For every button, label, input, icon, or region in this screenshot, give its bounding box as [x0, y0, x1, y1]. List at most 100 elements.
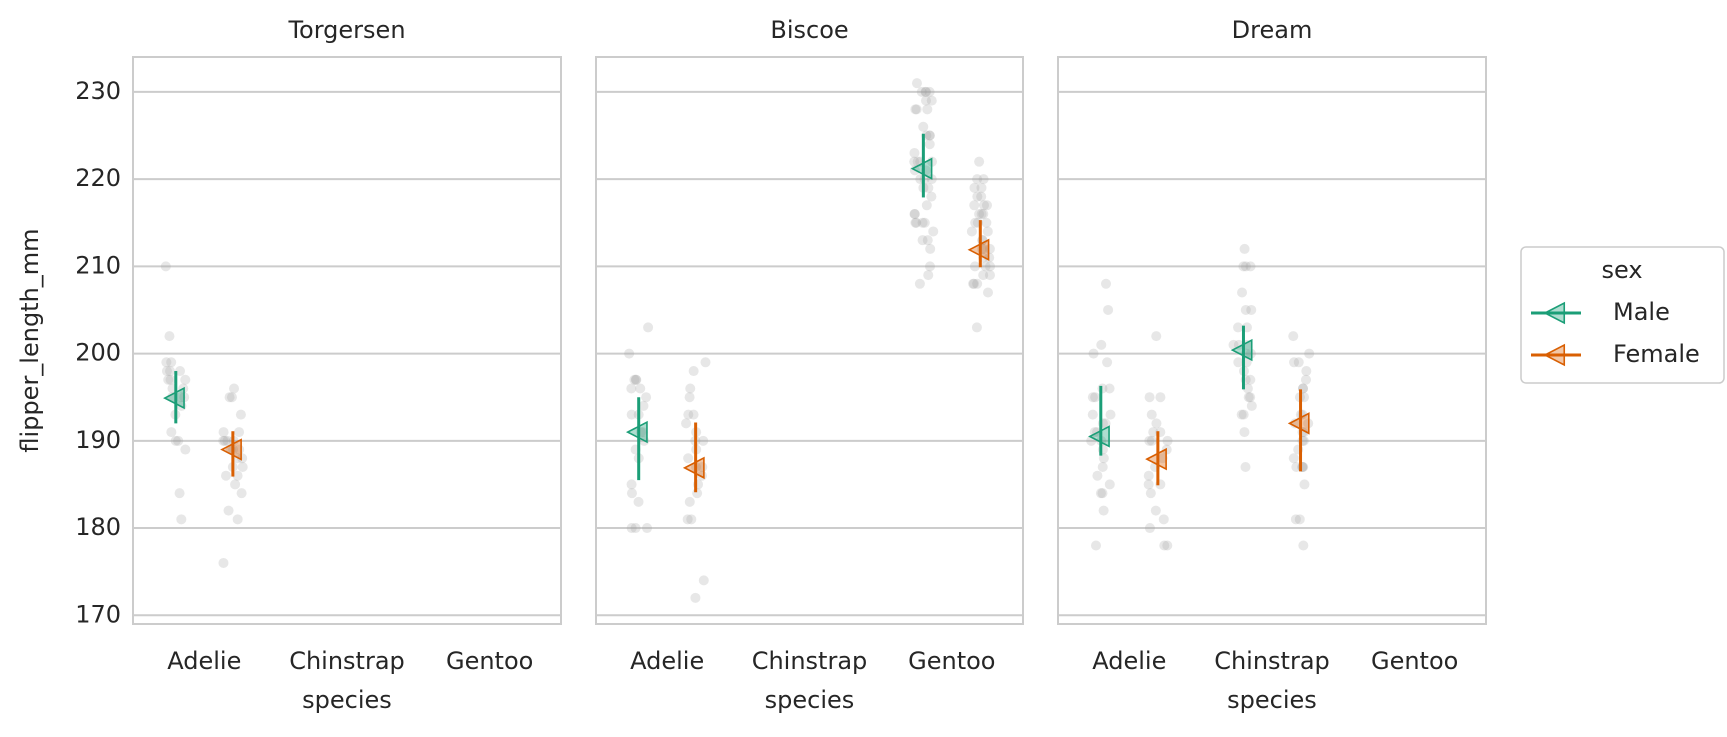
strip-point: [1288, 331, 1299, 342]
strip-point: [909, 147, 920, 158]
strip-point: [1293, 357, 1304, 368]
strip-point: [1301, 366, 1312, 377]
strip-point: [976, 182, 987, 193]
strip-point: [630, 523, 641, 534]
strip-point: [1233, 322, 1244, 333]
strip-point: [1233, 357, 1244, 368]
y-tick-label: 180: [75, 513, 121, 541]
mean-marker: [625, 420, 648, 444]
strip-point: [626, 523, 637, 534]
y-tick-label: 200: [75, 339, 121, 367]
strip-point: [1087, 392, 1098, 403]
strip-point: [688, 366, 699, 377]
strip-point: [1102, 357, 1113, 368]
strip-point: [683, 409, 694, 420]
strip-point: [1236, 409, 1247, 420]
strip-point: [160, 261, 171, 272]
strip-point: [1151, 418, 1162, 429]
strip-point: [223, 505, 234, 516]
strip-point: [173, 435, 184, 446]
strip-point: [982, 226, 993, 237]
strip-point: [681, 418, 692, 429]
strip-point: [1090, 392, 1101, 403]
strip-point: [218, 427, 229, 438]
strip-point: [922, 235, 933, 246]
strip-point: [626, 479, 637, 490]
strip-point: [1243, 392, 1254, 403]
strip-point: [218, 557, 229, 568]
strip-point: [1304, 348, 1315, 359]
mean-marker: [682, 456, 705, 480]
strip-point: [684, 496, 695, 507]
strip-point: [924, 261, 935, 272]
strip-point: [643, 322, 654, 333]
strip-point: [978, 200, 989, 211]
strip-point: [683, 453, 694, 464]
strip-point: [221, 470, 232, 481]
strip-point: [1239, 243, 1250, 254]
strip-point: [1298, 540, 1309, 551]
strip-point: [923, 270, 934, 281]
strip-point: [166, 427, 177, 438]
strip-point: [925, 243, 936, 254]
strip-point: [637, 427, 648, 438]
strip-point: [1087, 409, 1098, 420]
strip-point: [1155, 392, 1166, 403]
strip-point: [174, 488, 185, 499]
strip-point: [1091, 540, 1102, 551]
strip-point: [980, 261, 991, 272]
strip-point: [917, 235, 928, 246]
x-axis-label: species: [765, 686, 855, 714]
facet-title: Biscoe: [770, 16, 848, 44]
strip-point: [682, 514, 693, 525]
strip-point: [1242, 383, 1253, 394]
strip-point: [175, 392, 186, 403]
facet-title: Dream: [1232, 16, 1313, 44]
panel-frame: [132, 56, 562, 625]
strip-point: [635, 383, 646, 394]
strip-point: [1097, 461, 1108, 472]
legend-marker: [1543, 301, 1566, 325]
mean-marker: [1230, 338, 1253, 362]
strip-point: [176, 514, 187, 525]
strip-point: [924, 130, 935, 141]
y-tick-label: 230: [75, 77, 121, 105]
strip-point: [981, 217, 992, 228]
strip-point: [1148, 427, 1159, 438]
strip-point: [969, 182, 980, 193]
y-tick-label: 190: [75, 426, 121, 454]
strip-point: [909, 156, 920, 167]
x-tick-label: Adelie: [630, 647, 704, 675]
strip-point: [1158, 514, 1169, 525]
strip-point: [1143, 470, 1154, 481]
strip-point: [166, 357, 177, 368]
strip-point: [1098, 453, 1109, 464]
strip-point: [972, 278, 983, 289]
strip-point: [685, 383, 696, 394]
strip-point: [226, 392, 237, 403]
mean-marker: [163, 386, 185, 410]
strip-point: [1105, 409, 1116, 420]
strip-point: [232, 514, 243, 525]
strip-point: [624, 348, 635, 359]
strip-point: [688, 409, 699, 420]
strip-point: [237, 453, 248, 464]
strip-point: [642, 523, 653, 534]
strip-point: [972, 174, 983, 185]
strip-point: [229, 383, 240, 394]
strip-point: [976, 191, 987, 202]
strip-point: [164, 331, 175, 342]
y-tick-label: 170: [75, 600, 121, 628]
strip-point: [978, 209, 989, 220]
legend-marker: [1543, 343, 1566, 367]
strip-point: [971, 322, 982, 333]
legend-title: sex: [1601, 256, 1642, 284]
strip-point: [1291, 461, 1302, 472]
x-tick-label: Adelie: [167, 647, 241, 675]
strip-point: [1098, 505, 1109, 516]
strip-point: [163, 374, 174, 385]
strip-point: [911, 217, 922, 228]
x-axis-label: species: [1227, 686, 1317, 714]
strip-point: [1157, 453, 1168, 464]
